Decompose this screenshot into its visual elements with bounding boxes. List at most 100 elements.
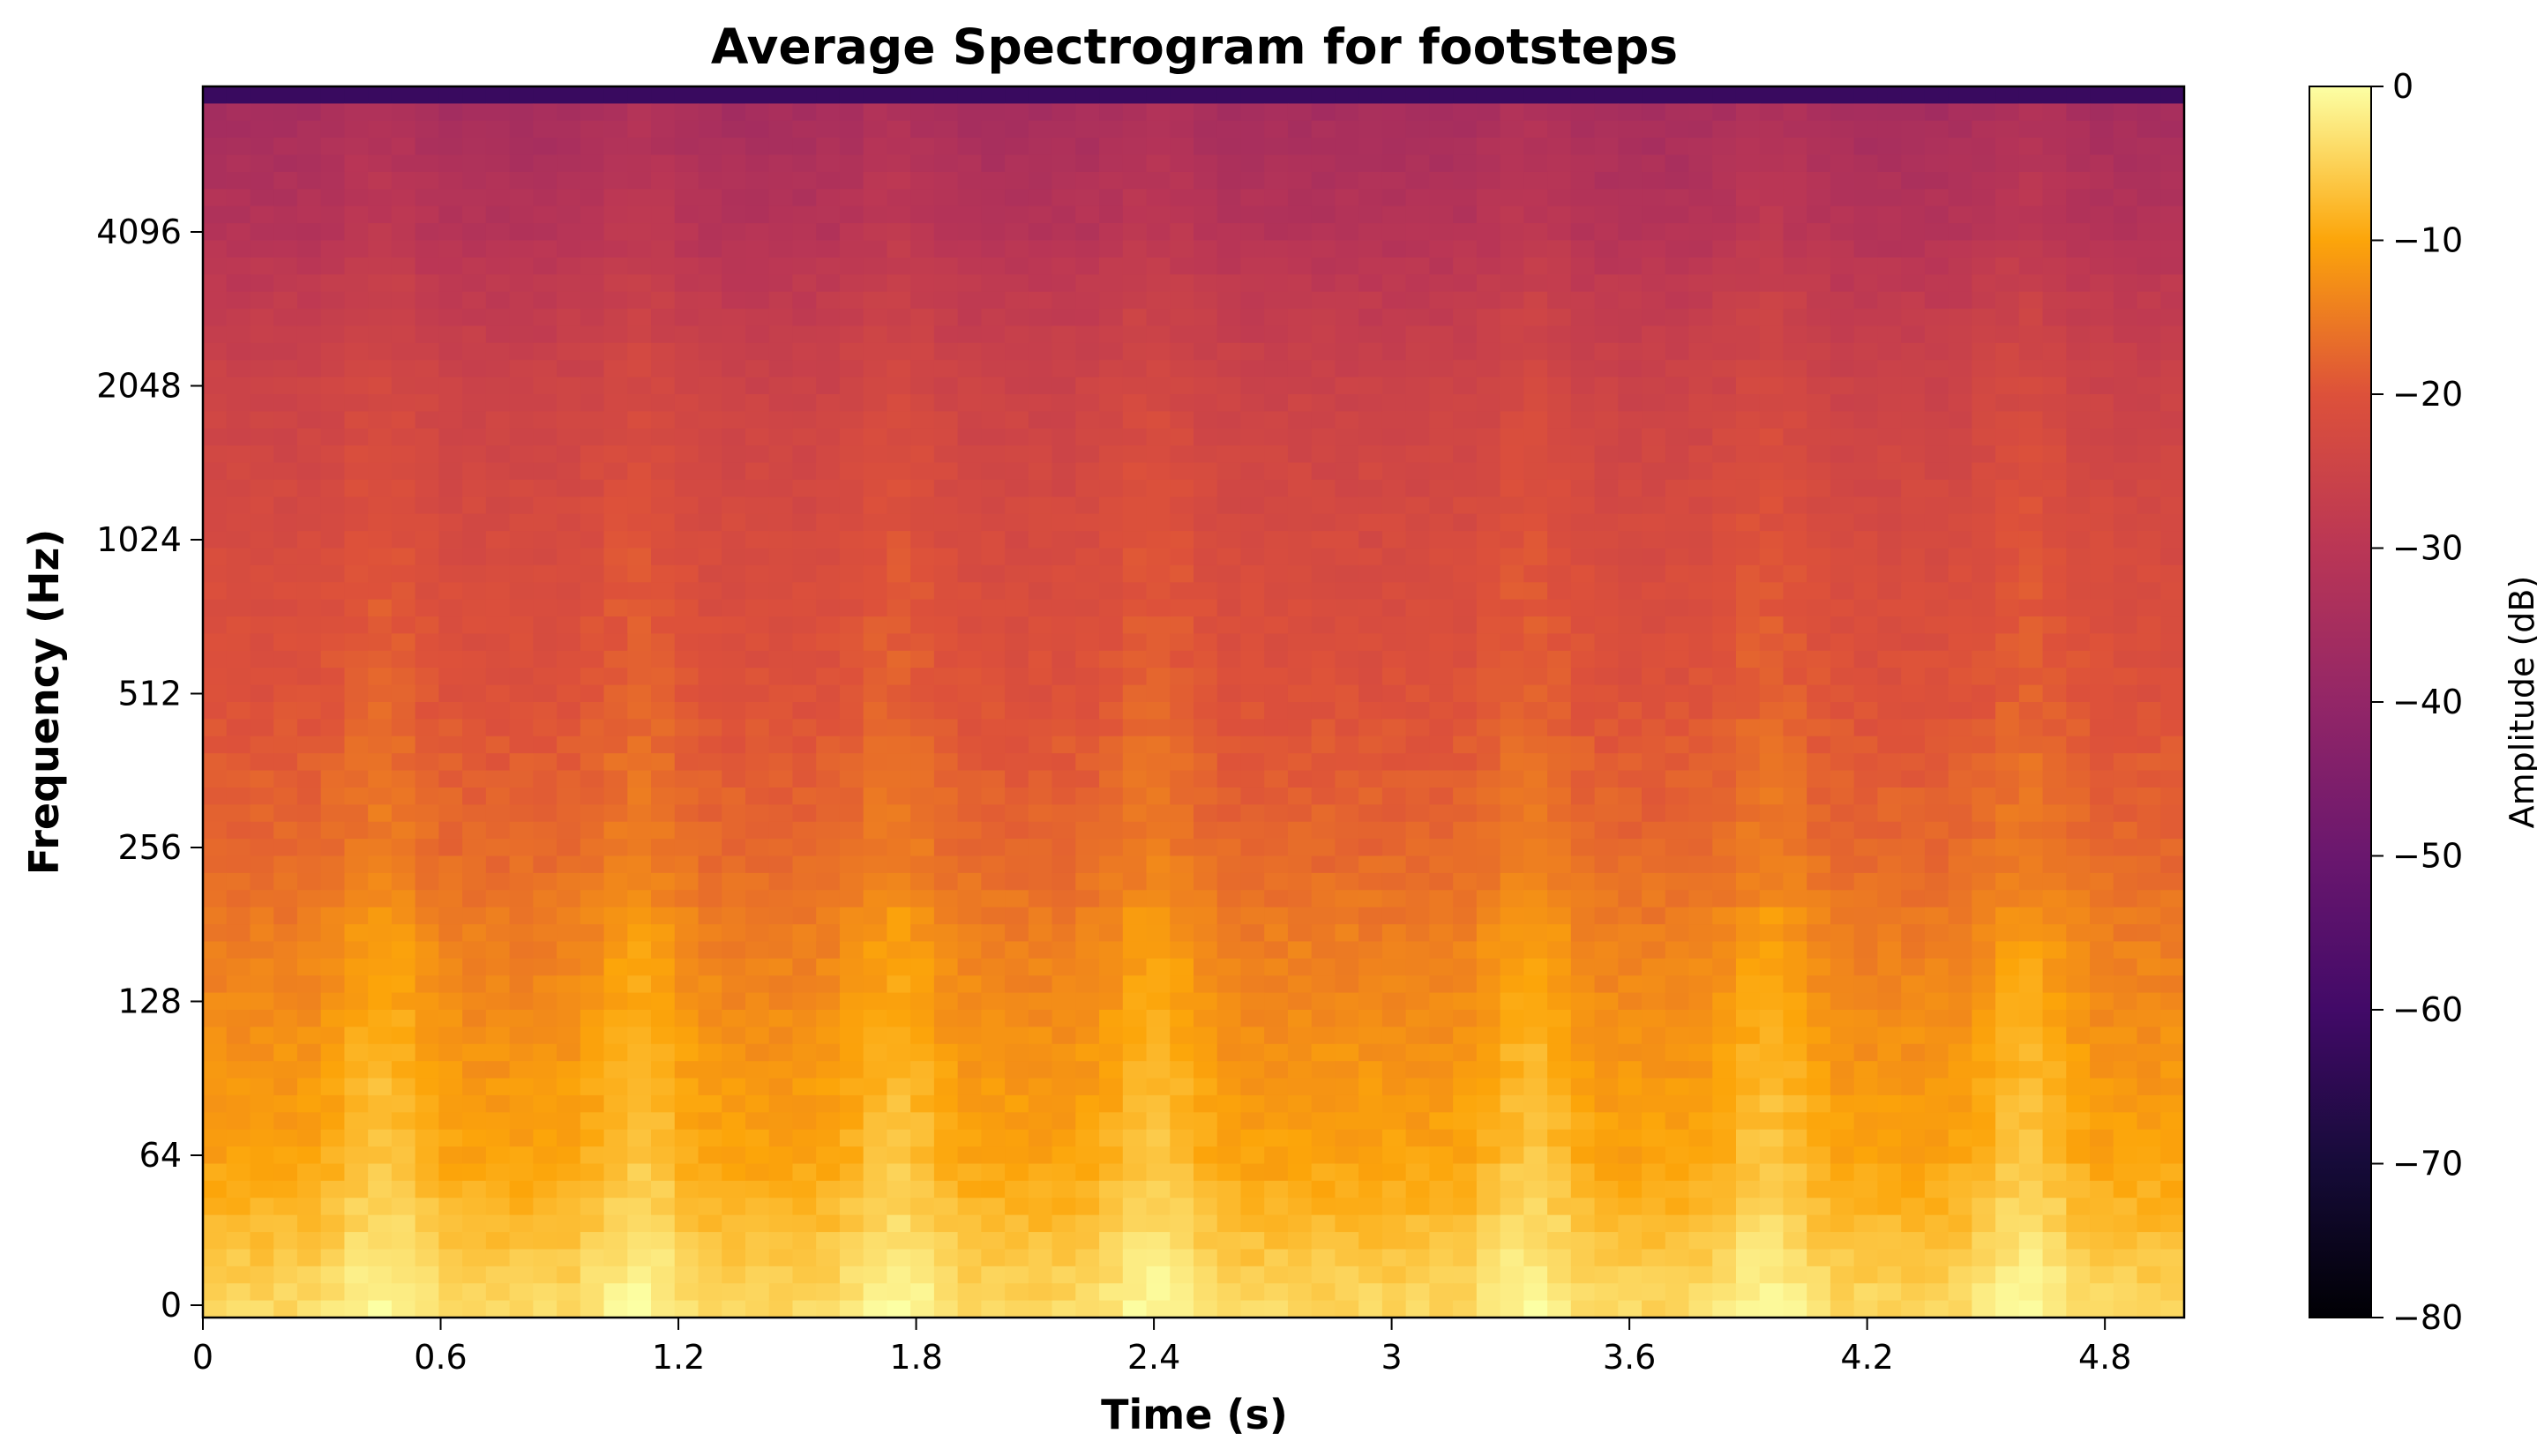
heatmap-cell	[2066, 992, 2091, 1011]
heatmap-cell	[1099, 821, 1124, 840]
heatmap-cell	[1735, 531, 1761, 549]
heatmap-cell	[438, 325, 463, 344]
heatmap-cell	[792, 650, 817, 668]
heatmap-cell	[533, 616, 558, 635]
heatmap-cell	[1453, 992, 1478, 1011]
heatmap-cell	[603, 599, 628, 617]
heatmap-cell	[226, 616, 251, 635]
heatmap-cell	[627, 513, 652, 532]
heatmap-cell	[226, 377, 251, 395]
heatmap-cell	[1170, 907, 1194, 925]
heatmap-cell	[415, 1094, 439, 1113]
heatmap-cell	[1453, 428, 1478, 446]
heatmap-cell	[2090, 668, 2114, 686]
heatmap-cell	[1500, 445, 1524, 464]
heatmap-cell	[1028, 599, 1053, 617]
heatmap-cell	[1170, 291, 1194, 310]
heatmap-cell	[1028, 445, 1053, 464]
heatmap-cell	[1924, 941, 1950, 959]
heatmap-cell	[1594, 787, 1619, 805]
heatmap-cell	[1405, 548, 1430, 566]
heatmap-cell	[722, 821, 746, 840]
heatmap-cell	[2137, 274, 2161, 293]
heatmap-cell	[203, 497, 228, 515]
heatmap-cell	[2137, 855, 2161, 874]
heatmap-cell	[344, 1027, 369, 1045]
heatmap-cell	[910, 171, 935, 190]
heatmap-cell	[887, 684, 911, 703]
heatmap-cell	[910, 804, 935, 823]
heatmap-cell	[226, 821, 251, 840]
heatmap-cell	[273, 1094, 298, 1113]
heatmap-cell	[1358, 992, 1383, 1011]
heatmap-cell	[722, 257, 746, 275]
heatmap-cell	[438, 428, 463, 446]
heatmap-cell	[344, 531, 369, 549]
heatmap-cell	[557, 684, 581, 703]
heatmap-cell	[792, 223, 817, 242]
heatmap-cell	[816, 787, 841, 805]
heatmap-cell	[1547, 377, 1572, 395]
heatmap-cell	[1311, 650, 1336, 668]
heatmap-cell	[1594, 804, 1619, 823]
heatmap-cell	[2160, 274, 2185, 293]
heatmap-cell	[415, 103, 439, 122]
heatmap-cell	[296, 599, 322, 617]
heatmap-cell	[2018, 804, 2044, 823]
heatmap-cell	[1264, 1061, 1289, 1079]
heatmap-cell	[1877, 735, 1902, 754]
heatmap-cell	[1453, 462, 1478, 481]
heatmap-cell	[887, 531, 911, 549]
heatmap-cell	[1688, 257, 1713, 275]
heatmap-cell	[603, 719, 628, 737]
heatmap-cell	[462, 497, 487, 515]
heatmap-cell	[816, 103, 841, 122]
heatmap-cell	[1877, 291, 1902, 310]
heatmap-cell	[533, 257, 558, 275]
heatmap-cell	[226, 1078, 251, 1096]
heatmap-cell	[1005, 872, 1029, 891]
heatmap-cell	[1335, 564, 1359, 583]
heatmap-cell	[603, 171, 628, 190]
heatmap-cell	[603, 872, 628, 891]
heatmap-cell	[415, 684, 439, 703]
heatmap-cell	[2090, 872, 2114, 891]
heatmap-cell	[250, 719, 274, 737]
heatmap-cell	[1995, 1061, 2020, 1079]
heatmap-cell	[1877, 702, 1902, 720]
heatmap-cell	[391, 274, 416, 293]
heatmap-cell	[296, 411, 322, 429]
heatmap-cell	[1264, 548, 1289, 566]
heatmap-cell	[816, 223, 841, 242]
heatmap-cell	[1170, 650, 1194, 668]
heatmap-cell	[203, 753, 228, 772]
heatmap-cell	[957, 1010, 982, 1027]
heatmap-cell	[1240, 735, 1265, 754]
heatmap-cell	[1358, 1078, 1383, 1096]
heatmap-cell	[1618, 804, 1643, 823]
heatmap-cell	[910, 548, 935, 566]
heatmap-cell	[1547, 548, 1572, 566]
heatmap-cell	[296, 753, 322, 772]
heatmap-cell	[1830, 154, 1855, 173]
heatmap-cell	[296, 890, 322, 908]
heatmap-cell	[485, 497, 511, 515]
heatmap-cell	[1264, 941, 1289, 959]
heatmap-cell	[839, 377, 864, 395]
heatmap-cell	[1901, 770, 1926, 788]
heatmap-cell	[1381, 377, 1407, 395]
heatmap-cell	[462, 445, 487, 464]
heatmap-cell	[1146, 240, 1171, 258]
heatmap-cell	[2018, 531, 2044, 549]
heatmap-cell	[768, 1061, 794, 1079]
heatmap-cell	[1005, 753, 1029, 772]
heatmap-cell	[1005, 668, 1029, 686]
heatmap-cell	[603, 804, 628, 823]
heatmap-cell	[1877, 975, 1902, 994]
heatmap-cell	[1783, 787, 1807, 805]
heatmap-cell	[273, 531, 298, 549]
heatmap-cell	[1924, 821, 1950, 840]
heatmap-cell	[1240, 633, 1265, 652]
heatmap-cell	[2018, 855, 2044, 874]
